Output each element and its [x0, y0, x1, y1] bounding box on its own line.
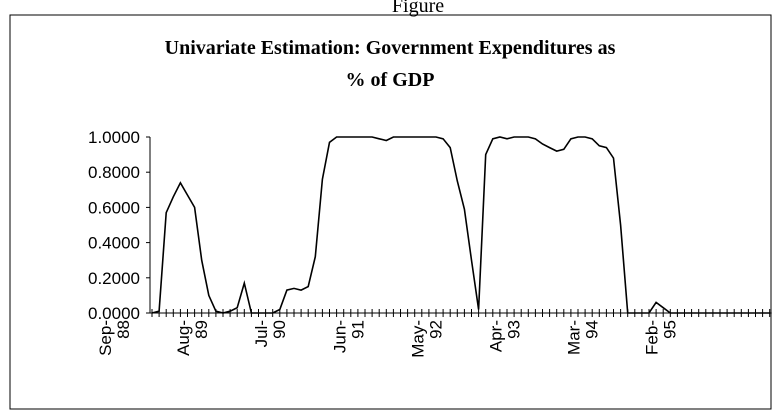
y-tick-label: 0.2000 — [88, 269, 140, 288]
y-tick-label: 0.4000 — [88, 234, 140, 253]
chart-title: % of GDP — [346, 69, 435, 91]
x-tick-label: Apr-93 — [487, 320, 524, 352]
x-tick-label: Jun-91 — [330, 320, 367, 353]
y-tick-label: 0.8000 — [88, 163, 140, 182]
chart-frame — [9, 14, 772, 410]
y-tick-label: 0.0000 — [88, 304, 140, 323]
data-line — [151, 136, 770, 314]
x-tick-label: Sep-88 — [96, 320, 133, 356]
y-tick-label: 0.6000 — [88, 198, 140, 217]
x-tick-label: Mar-94 — [565, 320, 602, 355]
figure-label: Figure — [392, 0, 444, 17]
y-tick-label: 1.0000 — [88, 128, 140, 147]
chart-title: Univariate Estimation: Government Expend… — [165, 37, 616, 59]
x-tick-label: Jul-90 — [252, 320, 289, 347]
x-tick-label: Feb-95 — [643, 320, 680, 355]
x-tick-label: May-92 — [408, 320, 445, 358]
x-tick-label: Aug-89 — [174, 320, 211, 356]
